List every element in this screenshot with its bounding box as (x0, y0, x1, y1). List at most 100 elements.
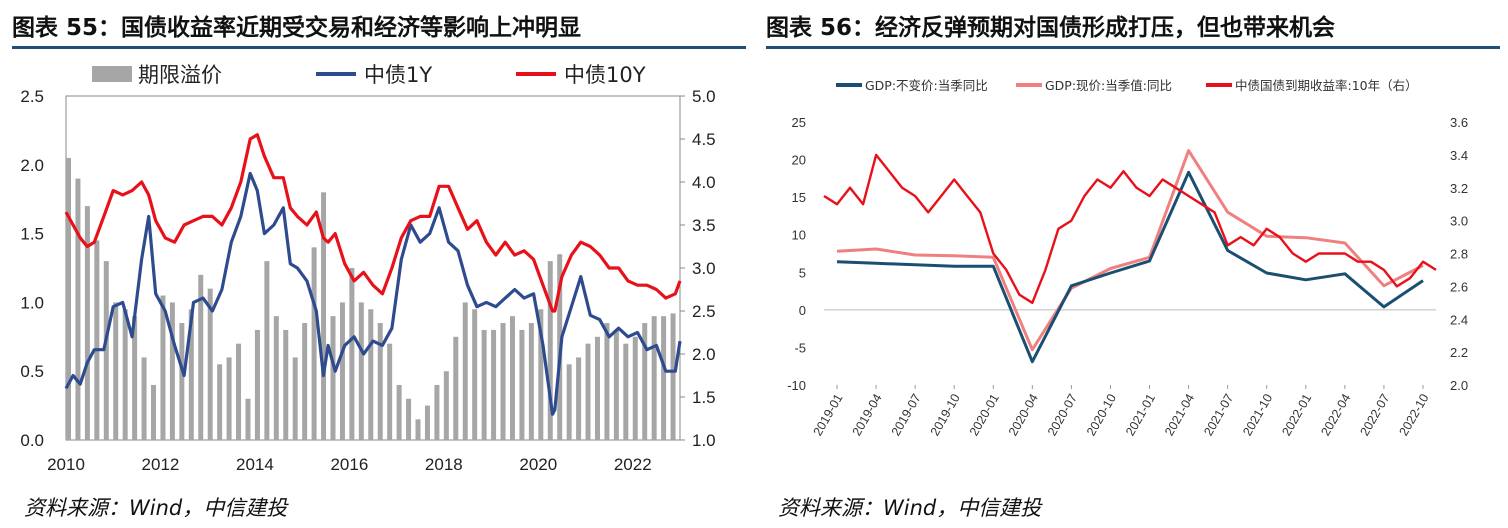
x-tick-label: 2021-01 (1123, 391, 1158, 438)
y-left-tick-label: 2.0 (20, 156, 44, 175)
bar-term-spread (538, 309, 544, 440)
series-line-10y (64, 133, 682, 313)
bar-term-spread (491, 329, 497, 440)
bar-term-spread (396, 384, 402, 440)
bar-term-spread (179, 323, 185, 440)
left-title-rule (12, 46, 746, 49)
bar-term-spread (254, 329, 260, 440)
bar-term-spread (642, 323, 648, 440)
y-right-tick-label: 3.4 (1450, 148, 1468, 163)
bar-term-spread (339, 302, 345, 440)
bar-term-spread (84, 206, 90, 440)
y-right-tick-label: 3.0 (1450, 214, 1468, 229)
y-left-tick-label: 15 (792, 190, 806, 205)
bar-term-spread (75, 178, 81, 440)
x-tick-label: 2010 (47, 455, 85, 474)
series-line-10y-yield (823, 153, 1437, 304)
y-right-tick-label: 3.2 (1450, 181, 1468, 196)
bar-term-spread (576, 357, 582, 440)
x-tick-label: 2021-07 (1201, 391, 1236, 438)
bar-term-spread (528, 323, 534, 440)
x-tick-label: 2021-10 (1240, 391, 1275, 438)
bar-term-spread (547, 261, 553, 440)
x-tick-label: 2016 (330, 455, 368, 474)
bar-term-spread (434, 384, 440, 440)
bar-term-spread (415, 419, 421, 440)
bar-term-spread (519, 329, 525, 440)
x-tick-label: 2020 (519, 455, 557, 474)
bar-term-spread (236, 343, 242, 440)
right-chart: GDP:不变价:当季同比 GDP:现价:当季值:同比 中债国债到期收益率:10年（右… (787, 78, 1468, 438)
y-right-tick-label: 2.8 (1450, 247, 1468, 262)
legend-label-gdp-nominal: GDP:现价:当季值:同比 (1045, 78, 1172, 93)
bar-term-spread (141, 357, 147, 440)
x-tick-label: 2022 (614, 455, 652, 474)
y-right-tick-label: 2.5 (692, 302, 716, 321)
bar-term-spread (462, 302, 468, 440)
y-left-tick-label: 2.5 (20, 87, 44, 106)
bar-term-spread (292, 357, 298, 440)
y-right-tick-label: 2.6 (1450, 279, 1468, 294)
y-right-tick-label: 4.5 (692, 130, 716, 149)
bar-term-spread (481, 329, 487, 440)
y-right-tick-label: 1.0 (692, 431, 716, 450)
x-tick-label: 2019-10 (928, 391, 963, 438)
legend-swatch-spread (92, 66, 132, 82)
series-line-gdp-real (836, 170, 1424, 364)
y-left-tick-label: -5 (794, 340, 806, 355)
bar-term-spread (226, 357, 232, 440)
bar-term-spread (358, 302, 364, 440)
x-tick-label: 2020-01 (967, 391, 1002, 438)
bar-term-spread (122, 309, 128, 440)
y-right-tick-label: 2.4 (1450, 312, 1468, 327)
bar-term-spread (132, 316, 138, 440)
bar-term-spread (604, 323, 610, 440)
left-chart-title: 图表 55：国债收益率近期受交易和经济等影响上冲明显 (12, 15, 582, 41)
bar-term-spread (198, 274, 204, 440)
bar-term-spread (66, 157, 71, 441)
x-tick-label: 2022-10 (1397, 391, 1432, 438)
bar-term-spread (160, 295, 166, 440)
bar-term-spread (472, 309, 478, 440)
y-left-tick-label: 20 (792, 153, 806, 168)
series-line-1y (64, 171, 682, 416)
bar-term-spread (311, 247, 317, 440)
y-left-tick-label: 10 (792, 228, 806, 243)
bar-term-spread (217, 364, 223, 440)
bar-term-spread (113, 302, 119, 440)
right-chart-title: 图表 56：经济反弹预期对国债形成打压，但也带来机会 (766, 15, 1336, 41)
x-tick-label: 2019-04 (850, 391, 885, 438)
bar-term-spread (377, 323, 383, 440)
y-right-tick-label: 3.6 (1450, 115, 1468, 130)
bar-term-spread (406, 398, 412, 440)
right-title-rule (766, 46, 1500, 49)
bar-term-spread (443, 371, 449, 440)
x-tick-label: 2019-01 (811, 391, 846, 438)
y-left-tick-label: 25 (792, 115, 806, 130)
y-left-tick-label: 1.5 (20, 225, 44, 244)
bar-term-spread (94, 240, 100, 440)
bar-term-spread (661, 316, 667, 440)
y-right-tick-label: 5.0 (692, 87, 716, 106)
bar-term-spread (330, 316, 336, 440)
bar-term-spread (585, 343, 591, 440)
bar-term-spread (651, 316, 657, 440)
left-chart: 期限溢价 中债1Y 中债10Y 2.5 2.0 1.5 1.0 0.5 0.0 5.0 4.5 4.0… (20, 63, 716, 474)
bar-term-spread (368, 309, 374, 440)
bar-term-spread (594, 336, 600, 440)
y-left-tick-label: 0.0 (20, 431, 44, 450)
y-right-tick-label: 3.0 (692, 259, 716, 278)
legend-label-10y-yield: 中债国债到期收益率:10年（右） (1235, 78, 1418, 93)
x-tick-label: 2014 (236, 455, 274, 474)
bar-term-spread (169, 302, 175, 440)
bar-term-spread (566, 364, 572, 440)
y-left-tick-label: 5 (799, 265, 806, 280)
left-panel: 图表 55：国债收益率近期受交易和经济等影响上冲明显 期限溢价 中债1Y 中债10Y… (12, 15, 746, 520)
bar-term-spread (500, 323, 506, 440)
y-left-tick-label: -10 (787, 378, 806, 393)
y-right-tick-label: 2.2 (1450, 345, 1468, 360)
bar-term-spread (453, 336, 459, 440)
bar-term-spread (623, 343, 629, 440)
bar-term-spread (321, 192, 327, 440)
legend-label-spread: 期限溢价 (138, 63, 222, 87)
